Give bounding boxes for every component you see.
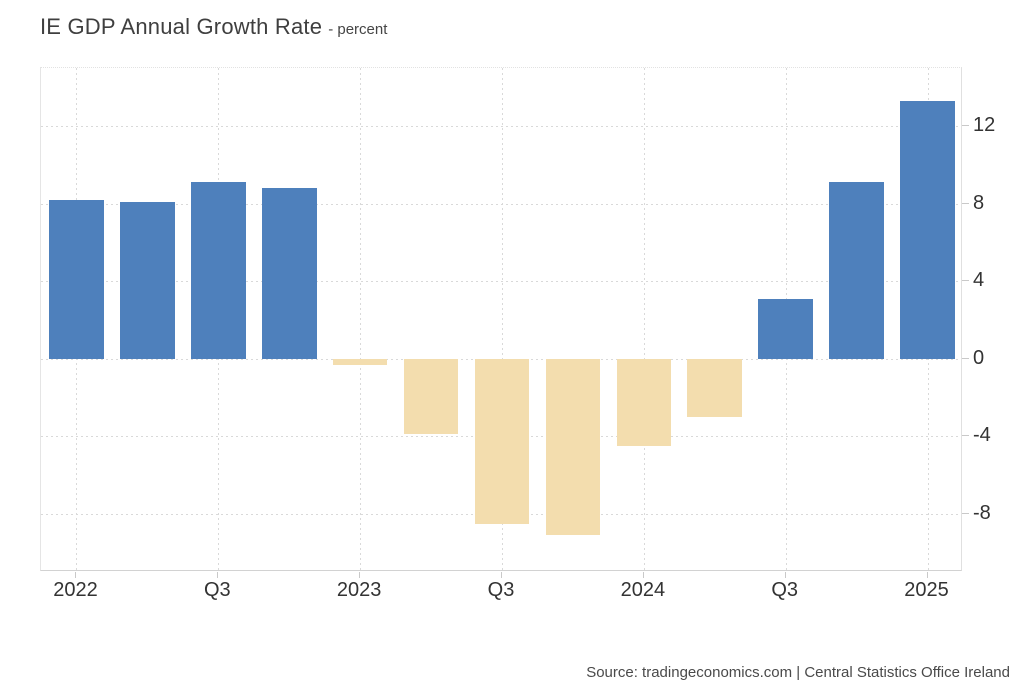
- bar-11[interactable]: [829, 182, 884, 359]
- x-gridline-Q3: [502, 68, 503, 570]
- x-axis-tick: [642, 572, 644, 578]
- y-axis-label-0: 0: [973, 346, 985, 369]
- bar-1[interactable]: [120, 201, 175, 359]
- x-axis-tick: [501, 572, 502, 578]
- y-axis-label-4: 4: [973, 269, 985, 292]
- bar-0[interactable]: [49, 199, 104, 359]
- bar-9[interactable]: [687, 358, 743, 417]
- x-axis-label-2025: 2025: [904, 579, 949, 601]
- y-gridline-4: [41, 281, 961, 283]
- x-axis-tick: [217, 572, 219, 578]
- x-gridline-2024: [643, 68, 645, 570]
- x-axis-tick: [926, 572, 928, 578]
- y-gridline-12: [41, 126, 961, 128]
- y-axis-tick: [962, 357, 969, 359]
- x-gridline-2023: [360, 68, 362, 570]
- bar-10[interactable]: [758, 298, 813, 359]
- source-attribution: Source: tradingeconomics.com | Central S…: [586, 664, 1010, 681]
- x-axis-tick: [784, 572, 786, 578]
- bar-4[interactable]: [332, 358, 388, 365]
- y-gridline-8: [41, 203, 961, 205]
- bar-6[interactable]: [474, 358, 530, 524]
- bar-8[interactable]: [616, 358, 672, 446]
- x-axis-label-Q3: Q3: [487, 579, 515, 601]
- bar-2[interactable]: [191, 182, 246, 359]
- y-axis-label-12: 12: [973, 114, 996, 137]
- y-axis-label--8: -8: [973, 501, 991, 524]
- y-axis-tick: [962, 202, 969, 204]
- y-axis-label--4: -4: [973, 424, 991, 447]
- chart-title: IE GDP Annual Growth Rate: [40, 14, 323, 39]
- y-axis-tick: [962, 125, 969, 127]
- x-axis-label-2024: 2024: [620, 579, 666, 601]
- x-axis-label-Q3: Q3: [203, 579, 231, 601]
- x-axis-label-Q3: Q3: [771, 579, 799, 601]
- x-axis-tick: [359, 572, 361, 578]
- y-axis-tick: [962, 280, 969, 282]
- y-axis-label-8: 8: [973, 191, 985, 214]
- chart-subtitle: - percent: [328, 21, 388, 38]
- bar-7[interactable]: [545, 358, 601, 536]
- chart-header: IE GDP Annual Growth Rate - percent: [40, 14, 387, 40]
- x-axis-tick: [75, 572, 77, 578]
- bar-12[interactable]: [900, 100, 955, 359]
- y-axis-tick: [962, 435, 969, 437]
- plot-area: [40, 67, 962, 571]
- bar-3[interactable]: [261, 188, 317, 359]
- x-axis-label-2023: 2023: [336, 579, 382, 601]
- y-axis-tick: [962, 512, 969, 514]
- bar-5[interactable]: [403, 358, 459, 435]
- x-axis-label-2022: 2022: [53, 579, 98, 601]
